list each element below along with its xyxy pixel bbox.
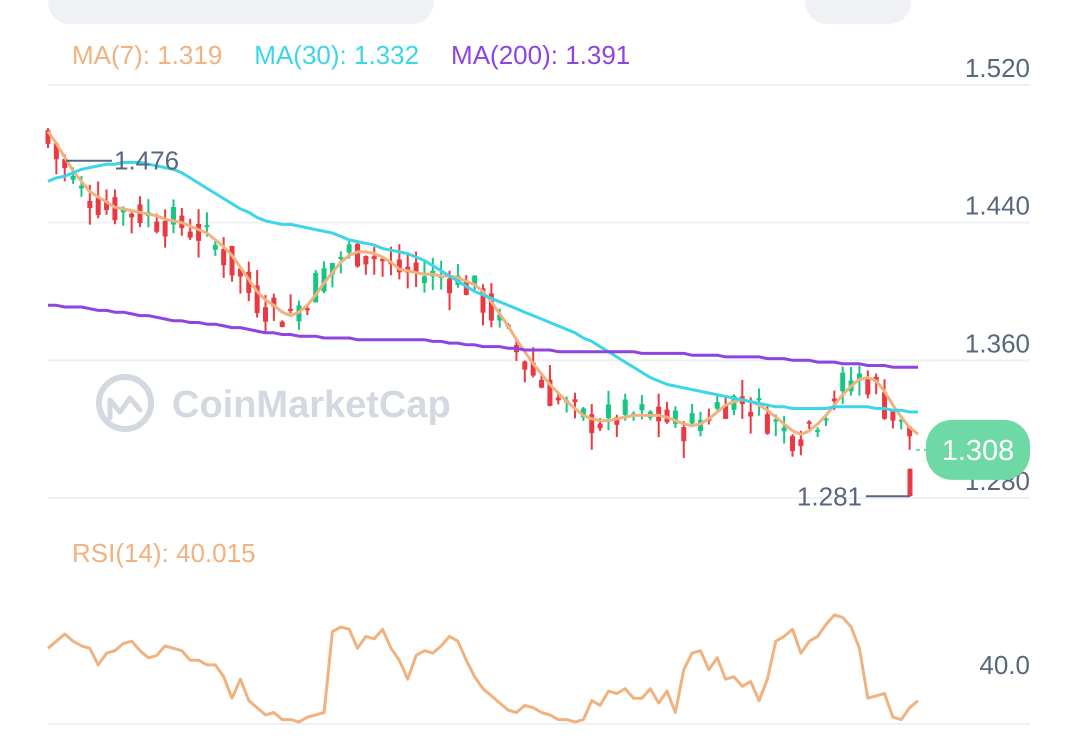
candle-down (907, 468, 913, 497)
candle-down (890, 409, 896, 429)
candle-up (848, 367, 854, 396)
rsi-legend: RSI(14): 40.015 (72, 538, 256, 568)
legend-ma30: MA(30): 1.332 (254, 40, 420, 70)
candle-down (45, 128, 51, 149)
candle-up (212, 239, 218, 256)
top-right-button[interactable] (805, 0, 911, 24)
candle-up (898, 419, 904, 430)
candle-down (865, 370, 871, 399)
legend-ma200: MA(200): 1.391 (451, 40, 631, 70)
candle-down (371, 246, 377, 275)
ma200-line (48, 303, 918, 369)
candle-down (288, 294, 294, 314)
ma7-line (46, 130, 919, 436)
candle-down (229, 245, 235, 282)
candle-down (237, 267, 243, 294)
candle-down (196, 209, 202, 258)
ma30-line (47, 160, 918, 414)
candle-up (605, 390, 611, 431)
watermark-text: CoinMarketCap (172, 384, 451, 426)
candle-up (296, 300, 302, 330)
candle-down (589, 404, 595, 450)
candle-down (279, 320, 285, 328)
candle-down (380, 256, 386, 277)
candle-down (53, 142, 59, 175)
rsi-chart: 40.0 (47, 613, 1030, 725)
candle-up (823, 416, 829, 427)
candle-down (681, 421, 687, 458)
current-price-tag: 1.308 (916, 419, 1030, 480)
y-tick-label: 1.360 (965, 328, 1030, 358)
candle-down (748, 397, 754, 434)
candle-down (162, 209, 168, 248)
candle-down (95, 181, 101, 219)
high-marker-label: 1.476 (114, 146, 179, 176)
candle-down (396, 244, 402, 280)
candle-up (321, 261, 327, 294)
candle-down (806, 420, 812, 430)
candle-down (355, 242, 361, 268)
candle-down (790, 434, 796, 457)
candle-down (572, 392, 578, 419)
watermark: CoinMarketCap (96, 374, 451, 432)
y-tick-label: 1.440 (965, 191, 1030, 221)
candle-down (129, 212, 135, 234)
y-tick-label: 1.520 (965, 53, 1030, 83)
candle-up (329, 262, 335, 288)
candle-down (363, 255, 369, 275)
candle-up (840, 366, 846, 404)
candle-down (664, 402, 670, 424)
ma-legend: MA(7): 1.319 MA(30): 1.332 MA(200): 1.39… (72, 40, 630, 71)
candle-down (254, 270, 260, 318)
candle-down (873, 373, 879, 395)
candle-up (170, 199, 176, 234)
candle-up (421, 259, 427, 293)
candle-down (723, 397, 729, 419)
price-markers: 1.476 1.281 (66, 146, 910, 511)
candle-down (187, 218, 193, 240)
grid-lines (48, 84, 1030, 499)
candle-down (271, 293, 277, 321)
candle-down (882, 379, 888, 420)
legend-ma7: MA(7): 1.319 (72, 40, 223, 70)
candle-up (672, 406, 678, 428)
candlesticks (45, 128, 913, 497)
candle-down (522, 360, 528, 383)
top-search-bar[interactable] (48, 0, 434, 24)
candle-down (488, 283, 494, 328)
candle-up (815, 427, 821, 438)
coinmarketcap-logo-icon (96, 374, 154, 432)
low-marker-label: 1.281 (797, 481, 862, 511)
moving-averages (46, 130, 919, 436)
candle-up (781, 415, 787, 444)
current-price-label: 1.308 (942, 435, 1015, 467)
rsi-tick-label: 40.0 (979, 650, 1030, 680)
rsi-line (47, 613, 919, 724)
candle-up (689, 403, 695, 425)
candle-up (714, 393, 720, 411)
current-price-badge (926, 419, 1030, 480)
candle-down (907, 426, 913, 450)
candle-down (221, 237, 227, 278)
